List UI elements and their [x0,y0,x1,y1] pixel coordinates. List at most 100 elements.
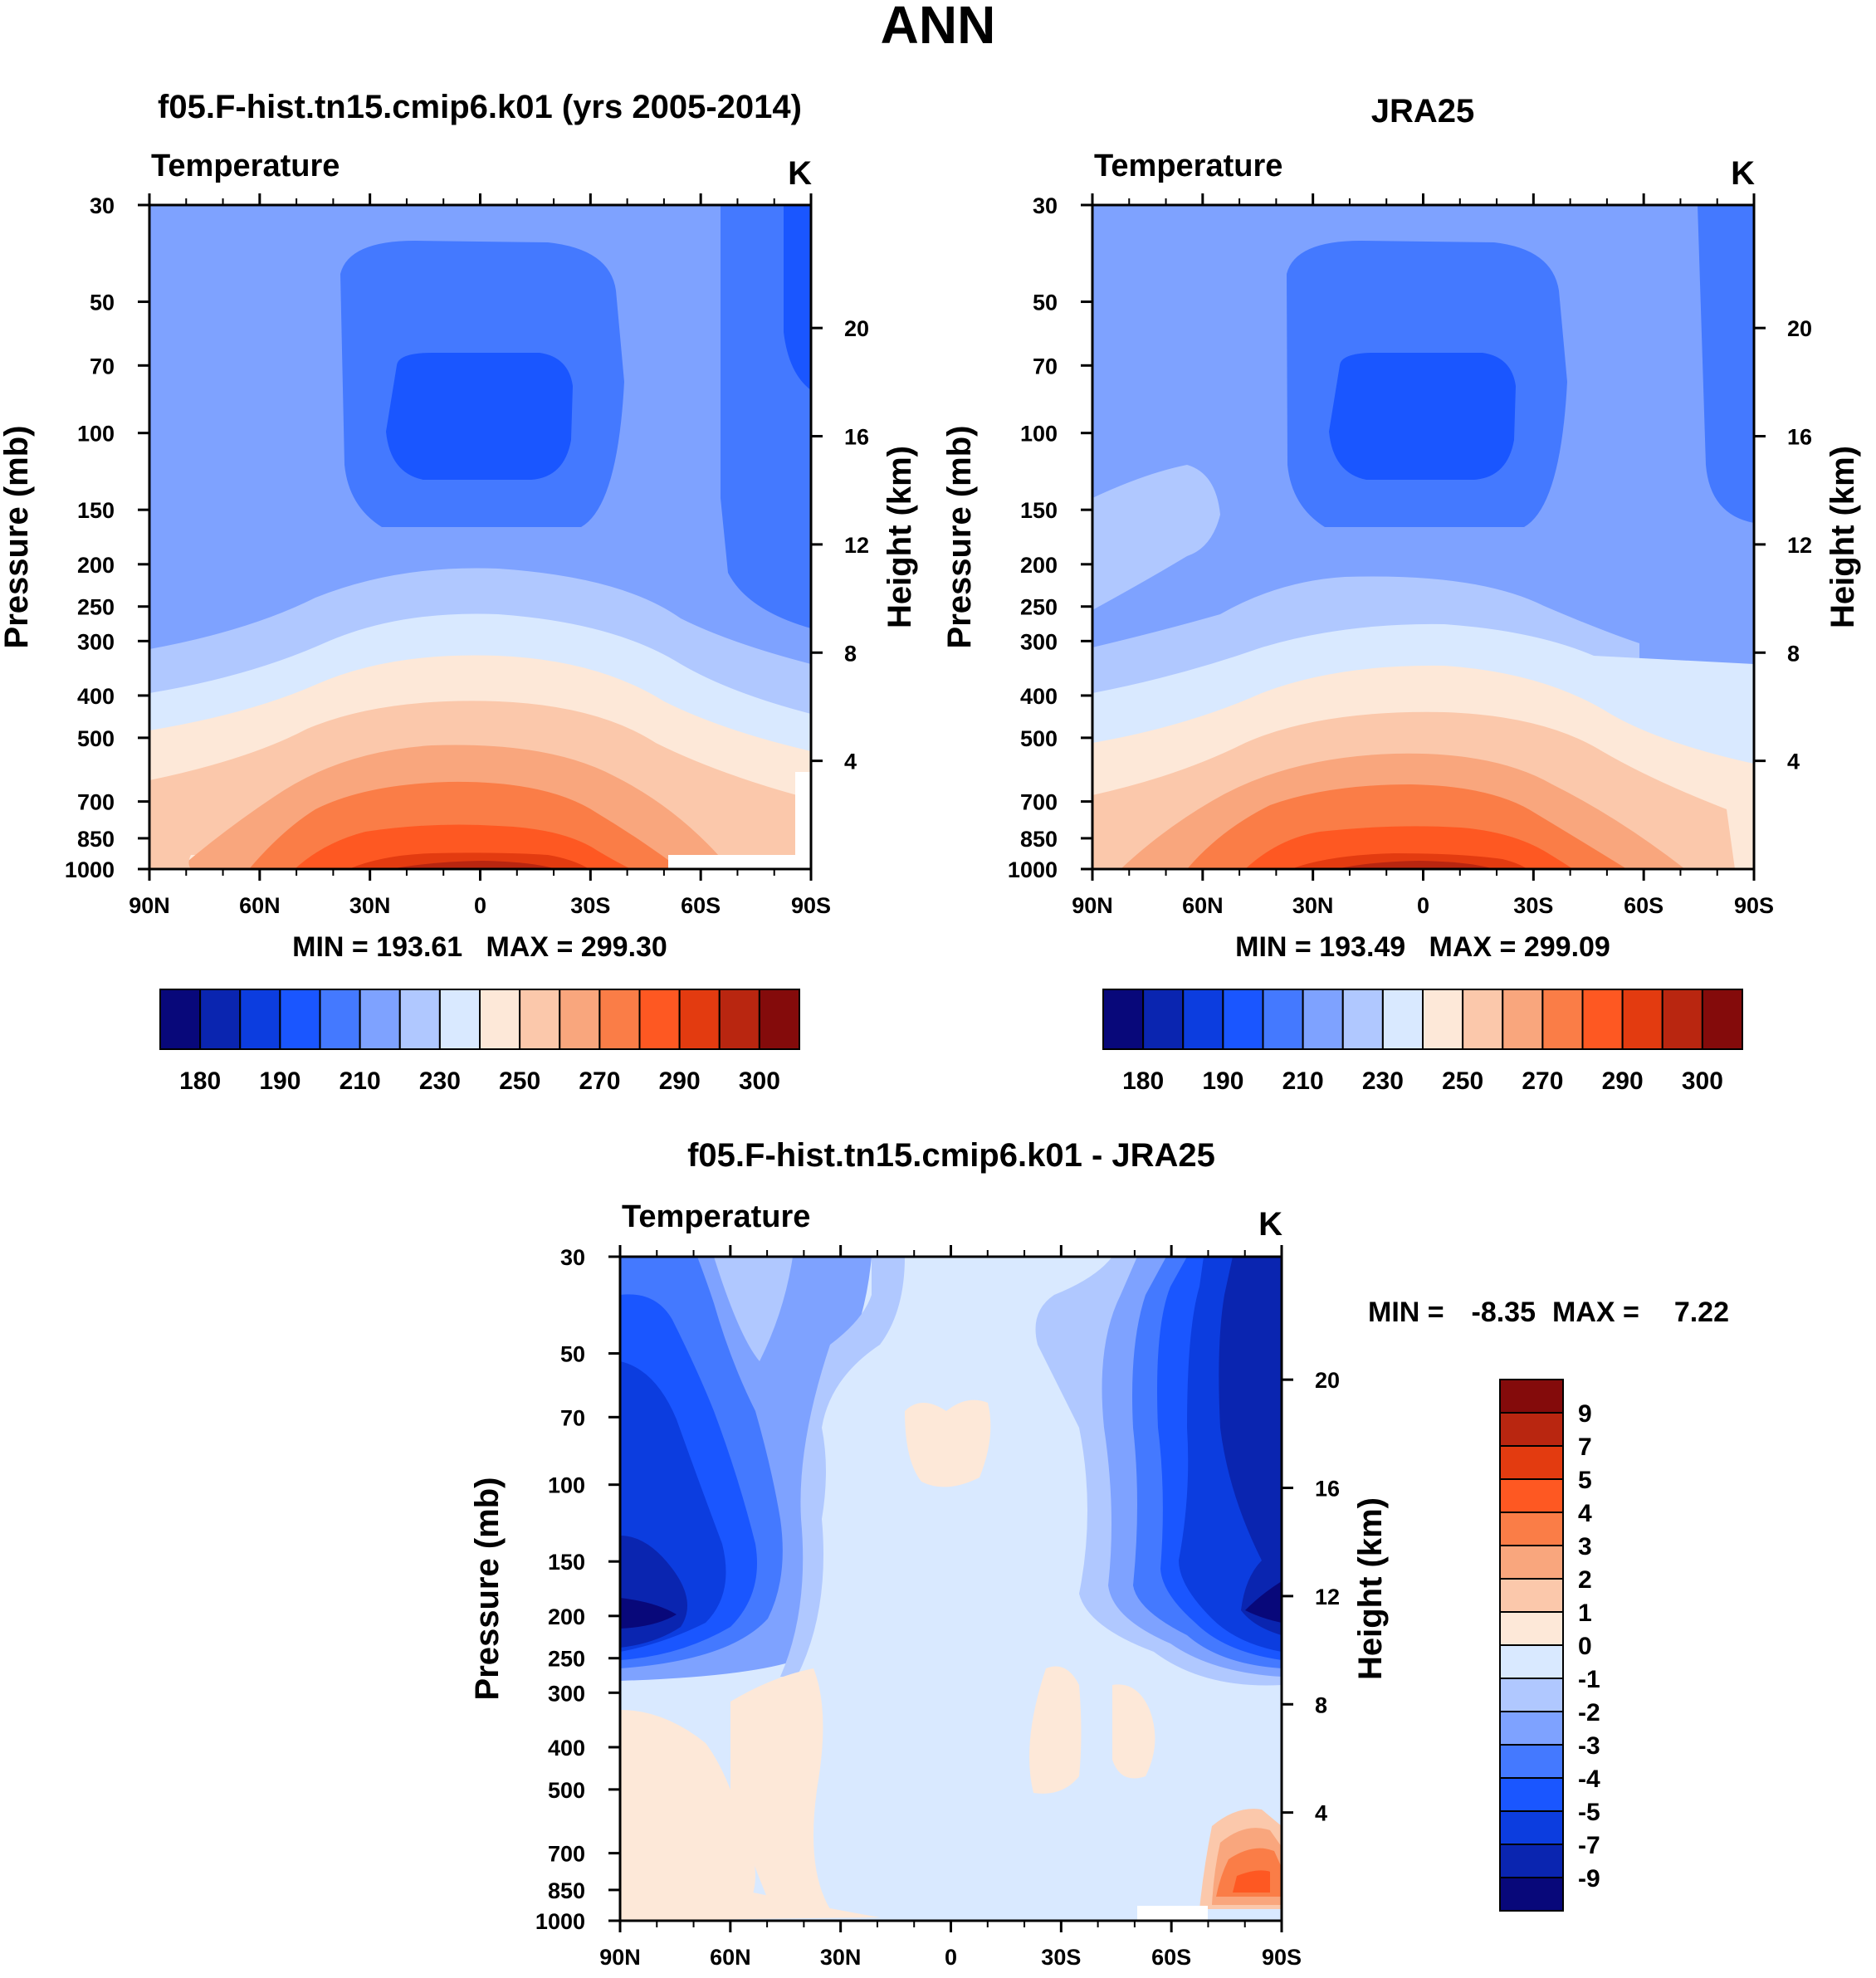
colorbar-box [1499,1545,1564,1580]
y-tick-label: 150 [1020,498,1058,523]
contour-band [1029,1666,1082,1794]
units-label: K [788,155,812,192]
colorbar-label: 300 [739,1067,780,1095]
colorbar-box [1102,989,1145,1050]
colorbar-box [1502,989,1544,1050]
colorbar-box [479,989,521,1050]
y-tick-label: 50 [1033,291,1058,315]
y-tick-label: 850 [1020,827,1058,852]
x-tick-label: 90S [1262,1945,1302,1970]
colorbar-model: 180 190 210 230 250 270 290 300 [159,989,800,1095]
y-tick-label: 1000 [535,1909,585,1934]
x-tick-label: 30S [570,893,610,918]
y-tick-label: 400 [77,684,115,709]
contour-fill [149,205,811,869]
height-tick-label: 4 [1787,750,1800,774]
colorbar-label: 4 [1578,1500,1592,1527]
contour-band [149,855,191,869]
x-tick-label: 0 [1417,893,1429,918]
colorbar-box [718,989,760,1050]
contour-band [1329,353,1516,480]
colorbar-box [1499,1711,1564,1746]
colorbar-box [279,989,321,1050]
height-axis-label: Height (km) [882,446,918,628]
colorbar-box [1381,989,1424,1050]
x-tick-label: 30N [349,893,391,918]
colorbar-label: 3 [1578,1533,1592,1560]
y-tick-label: 700 [1020,790,1058,815]
x-tick-label: 90N [129,893,170,918]
stats-model: MIN = 193.61 MAX = 299.30 [292,931,667,963]
colorbar-box [598,989,641,1050]
x-tick-label: 30N [820,1945,862,1970]
colorbar-label: 1 [1578,1599,1592,1627]
colorbar-box [1499,1678,1564,1712]
y-tick-label: 300 [548,1681,585,1706]
y-tick-label: 1000 [65,857,115,882]
colorbar-box [1621,989,1663,1050]
contour-band [620,1874,880,1921]
x-tick-label: 30S [1513,893,1553,918]
colorbar-diff: 9 7 5 4 3 2 1 0 -1 -2 -3 -4 -5 -7 -9 [1499,1379,1600,1912]
y-tick-label: 200 [548,1604,585,1629]
y-tick-label: 700 [77,790,115,815]
y-tick-label: 300 [1020,629,1058,654]
stats-diff-max-label: MAX = [1552,1297,1639,1328]
x-tick-label: 60S [1624,893,1663,918]
contour-band [1233,1870,1270,1893]
colorbar-label: -3 [1578,1732,1600,1760]
panel-diff: f05.F-hist.tn15.cmip6.k01 - JRA25 Temper… [469,1137,1389,1970]
x-tick-label: 60N [710,1945,751,1970]
colorbar-box [519,989,561,1050]
colorbar-box [758,989,800,1050]
contour-band [620,1598,677,1629]
x-tick-label: 60N [239,893,281,918]
x-tick-label: 90N [599,1945,641,1970]
y-tick-label: 30 [90,193,115,218]
colorbar-box [638,989,681,1050]
colorbar-label: -7 [1578,1832,1600,1859]
colorbar-box [1499,1512,1564,1546]
colorbar-box [1499,1810,1564,1845]
height-tick-label: 12 [1787,533,1812,558]
contour-fill [1092,205,1754,869]
contour-band [1245,1581,1282,1623]
y-tick-label: 200 [77,553,115,578]
x-tick-label: 30N [1292,893,1334,918]
y-tick-label: 500 [77,726,115,751]
stats-diff-min: -8.35 [1472,1297,1536,1328]
colorbar-box [1422,989,1464,1050]
y-tick-label: 150 [548,1550,585,1575]
colorbar-label: -1 [1578,1666,1600,1693]
variable-name: Temperature [151,149,340,183]
y-tick-label: 400 [1020,684,1058,709]
height-tick-label: 12 [1315,1585,1340,1609]
height-tick-label: 20 [1787,316,1812,341]
colorbar-box [239,989,281,1050]
y-tick-label: 400 [548,1736,585,1761]
colorbar-label: 250 [1442,1067,1483,1095]
y-tick-label: 100 [1020,422,1058,447]
contour-band [620,1710,755,1921]
contour-fill [620,1257,1282,1921]
axis-ticks: 90N 60N 30N 0 30S 60S 90S 30 50 70 100 150 200 250 300… [941,193,1861,918]
height-tick-label: 20 [844,316,869,341]
height-tick-label: 8 [1315,1692,1327,1717]
colorbar-box [438,989,481,1050]
x-tick-label: 60S [681,893,721,918]
height-tick-label: 16 [844,425,869,450]
axis-ticks: 90N 60N 30N 0 30S 60S 90S 30 50 70 100 150 200 250 300… [469,1245,1389,1970]
contour-band [905,1399,991,1487]
colorbar-label: 7 [1578,1433,1592,1461]
panel-obs: JRA25 Temperature K 90N 60N 30N 0 30S 60S 90S 3… [941,93,1861,918]
y-tick-label: 500 [548,1778,585,1803]
colorbar-box [319,989,361,1050]
colorbar-label: -5 [1578,1799,1600,1826]
colorbar-box [159,989,202,1050]
contour-band [1219,1257,1282,1635]
y-tick-label: 250 [77,595,115,620]
colorbar-box [678,989,721,1050]
units-label: K [1731,155,1755,192]
variable-name: Temperature [1094,149,1282,183]
colorbar-label: -9 [1578,1865,1600,1893]
